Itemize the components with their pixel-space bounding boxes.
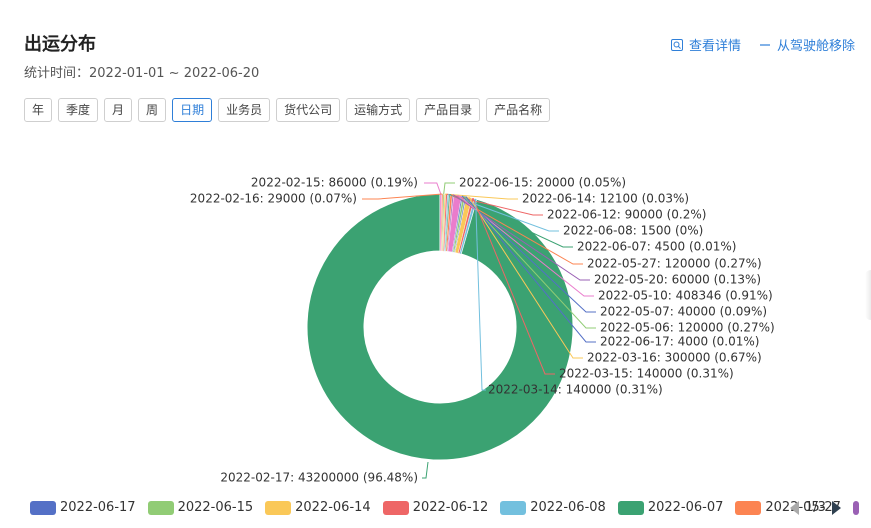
slice-label-line <box>463 195 596 329</box>
legend-overflow-swatch <box>852 500 859 515</box>
slice-label-line <box>457 194 594 297</box>
slice-label: 2022-05-06: 120000 (0.27%) <box>600 321 775 335</box>
slice-label-line <box>446 193 543 216</box>
slice-label: 2022-06-07: 4500 (0.01%) <box>577 240 736 254</box>
legend-swatch <box>30 500 56 515</box>
legend-swatch <box>617 500 644 515</box>
legend-label: 2022-06-12 <box>412 500 489 515</box>
slice-label: 2022-05-27: 120000 (0.27%) <box>587 257 762 271</box>
slice-label: 2022-05-07: 40000 (0.09%) <box>600 305 767 319</box>
slice-label: 2022-03-16: 300000 (0.67%) <box>587 351 762 365</box>
header-actions: 查看详情 从驾驶舱移除 <box>670 35 855 54</box>
donut-slice-2022-03-14[interactable] <box>459 198 478 255</box>
slice-label-line <box>424 182 442 195</box>
legend-item[interactable]: 2022-06-17 <box>30 500 136 515</box>
legend-page-indicator: 1/3 <box>805 500 826 515</box>
remove-from-cockpit-label: 从驾驶舱移除 <box>776 39 855 54</box>
slice-label: 2022-06-15: 20000 (0.05%) <box>459 176 626 190</box>
slice-label: 2022-02-15: 86000 (0.19%) <box>251 176 418 190</box>
legend-swatch <box>265 500 292 515</box>
donut-slice-2022-06-17[interactable] <box>454 196 467 253</box>
slice-label-line <box>475 198 486 391</box>
slice-label-line <box>465 196 596 343</box>
donut-slice-2022-05-10[interactable] <box>447 194 462 253</box>
dimension-filter-bar: 年 季度 月 周 日期 业务员 货代公司 运输方式 产品目录 产品名称 <box>24 98 551 122</box>
legend-item[interactable]: 2022-06-07 <box>617 500 724 515</box>
legend-item[interactable]: 2022-06-12 <box>382 500 489 515</box>
legend-item[interactable]: 2022-06-14 <box>265 500 371 515</box>
legend-prev-icon[interactable] <box>790 500 799 515</box>
slice-label: 2022-06-12: 90000 (0.2%) <box>547 208 706 222</box>
donut-slice-2022-06-07[interactable] <box>444 194 451 252</box>
legend-pager: 1/3 <box>790 500 841 515</box>
slice-label-line <box>443 182 455 195</box>
slice-label: 2022-05-10: 408346 (0.91%) <box>598 289 773 303</box>
slice-label: 2022-03-14: 140000 (0.31%) <box>488 383 663 397</box>
donut-slice-2022-06-14[interactable] <box>442 193 446 252</box>
slice-label-line <box>445 193 518 200</box>
donut-slice-2022-02-15[interactable] <box>439 193 442 252</box>
search-detail-icon <box>670 38 683 51</box>
filter-year[interactable]: 年 <box>24 98 53 122</box>
slice-label-line <box>422 461 429 479</box>
view-details-label: 查看详情 <box>688 39 741 54</box>
donut-slice-2022-06-12[interactable] <box>443 193 448 252</box>
filter-week[interactable]: 周 <box>138 98 167 122</box>
slice-label: 2022-06-08: 1500 (0%) <box>563 224 703 238</box>
filter-date[interactable]: 日期 <box>172 98 213 122</box>
donut-slice-2022-02-16[interactable] <box>440 193 444 252</box>
date-range-subtitle: 统计时间：2022-01-01 ~ 2022-06-20 <box>24 66 260 81</box>
slice-label: 2022-06-17: 4000 (0.01%) <box>600 335 759 349</box>
side-panel-handle[interactable] <box>865 270 871 320</box>
donut-slice-2022-05-07[interactable] <box>452 195 464 253</box>
legend-label: 2022-05-27 <box>765 500 841 515</box>
legend-label: 2022-06-17 <box>60 500 136 515</box>
donut-slice-2022-06-08[interactable] <box>444 193 450 252</box>
filter-month[interactable]: 月 <box>104 98 133 122</box>
slice-label-line <box>451 194 583 265</box>
donut-slice-2022-06-15[interactable] <box>441 193 445 252</box>
legend-label: 2022-06-15 <box>177 500 254 515</box>
slice-label: 2022-03-15: 140000 (0.31%) <box>559 367 734 381</box>
filter-salesperson[interactable]: 业务员 <box>218 98 271 122</box>
slice-label: 2022-05-20: 60000 (0.13%) <box>594 273 761 287</box>
donut-slice-2022-03-16[interactable] <box>454 196 473 254</box>
legend-swatch <box>735 500 762 515</box>
legend-swatch <box>500 500 527 515</box>
slice-label-line <box>362 193 443 200</box>
donut-slice-2022-05-27[interactable] <box>445 194 453 252</box>
slice-label: 2022-06-14: 12100 (0.03%) <box>522 192 689 206</box>
minus-icon <box>759 43 770 46</box>
page-title: 出运分布 <box>24 34 96 55</box>
slice-label-line <box>447 193 559 232</box>
legend-label: 2022-06-07 <box>647 500 724 515</box>
legend-label: 2022-06-14 <box>295 500 371 515</box>
legend-next-icon[interactable] <box>831 500 841 515</box>
filter-product-catalog[interactable]: 产品目录 <box>416 98 481 122</box>
filter-product-name[interactable]: 产品名称 <box>486 98 551 122</box>
donut-slice-2022-05-20[interactable] <box>446 194 455 252</box>
donut-slice-2022-05-06[interactable] <box>452 195 466 253</box>
remove-from-cockpit-button[interactable]: 从驾驶舱移除 <box>759 35 855 54</box>
chart-legend: 2022-06-17 2022-06-15 2022-06-14 2022-06-12… <box>30 500 863 515</box>
view-details-button[interactable]: 查看详情 <box>670 35 741 54</box>
slice-label-line <box>452 194 590 281</box>
legend-item[interactable]: 2022-05-27 <box>735 500 841 515</box>
legend-item[interactable]: 2022-06-08 <box>500 500 606 515</box>
legend-label: 2022-06-08 <box>530 500 606 515</box>
slice-label-line <box>468 196 583 359</box>
slice-label: 2022-02-16: 29000 (0.07%) <box>190 192 357 206</box>
legend-item[interactable]: 2022-06-15 <box>147 500 254 515</box>
donut-slice-2022-03-15[interactable] <box>457 197 475 254</box>
legend-swatch <box>382 500 409 515</box>
slice-label: 2022-02-17: 43200000 (96.48%) <box>220 471 418 485</box>
filter-forwarder[interactable]: 货代公司 <box>276 98 341 122</box>
slice-label-line <box>461 195 596 313</box>
filter-quarter[interactable]: 季度 <box>58 98 99 122</box>
filter-transport-mode[interactable]: 运输方式 <box>346 98 411 122</box>
slice-label-line <box>449 193 573 248</box>
legend-swatch <box>147 500 174 515</box>
donut-slice-2022-02-17[interactable] <box>306 193 574 461</box>
slice-label-line <box>472 197 555 375</box>
